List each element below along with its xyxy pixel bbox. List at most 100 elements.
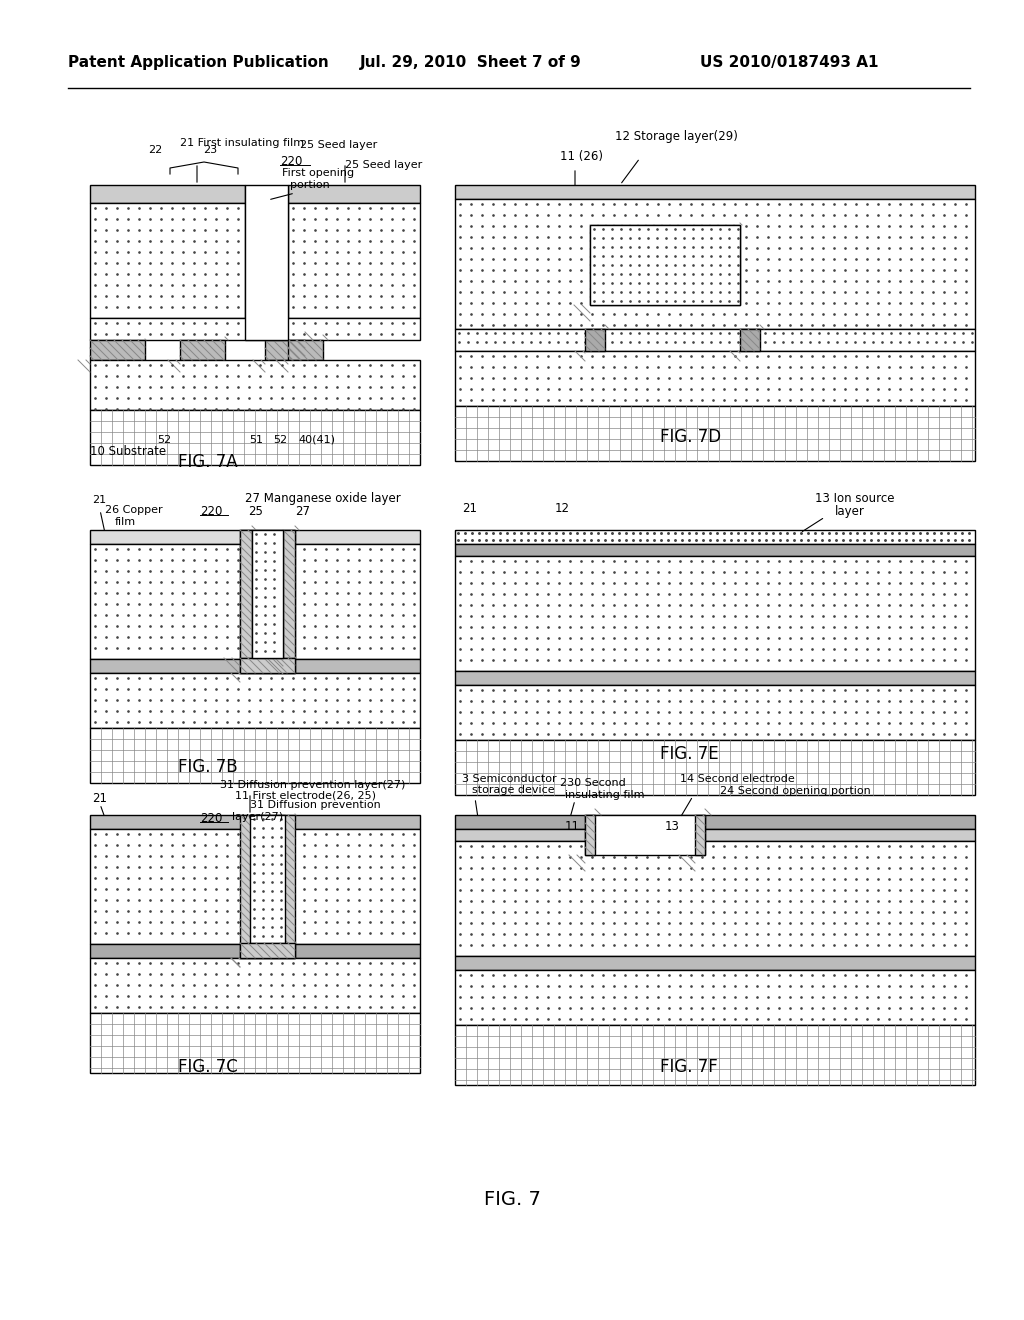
Text: First opening: First opening bbox=[282, 168, 354, 178]
Text: 40(41): 40(41) bbox=[298, 436, 335, 445]
Text: layer(27): layer(27) bbox=[232, 812, 283, 822]
Text: 51: 51 bbox=[249, 436, 263, 445]
Bar bbox=[90, 411, 420, 465]
Text: FIG. 7A: FIG. 7A bbox=[178, 453, 238, 471]
Bar bbox=[455, 199, 975, 329]
Bar bbox=[240, 814, 295, 958]
Text: insulating film: insulating film bbox=[565, 789, 644, 800]
Text: 220: 220 bbox=[280, 154, 302, 168]
Bar bbox=[90, 659, 420, 673]
Bar bbox=[455, 814, 975, 829]
Text: film: film bbox=[115, 517, 136, 527]
Bar bbox=[455, 741, 975, 795]
Bar bbox=[695, 814, 705, 855]
Bar bbox=[585, 329, 605, 351]
Text: 11: 11 bbox=[565, 820, 580, 833]
Bar bbox=[90, 673, 420, 729]
Bar bbox=[90, 531, 420, 544]
Bar bbox=[240, 531, 295, 673]
Bar bbox=[455, 1026, 975, 1085]
Bar bbox=[252, 531, 283, 657]
Bar bbox=[90, 341, 145, 360]
Text: 52: 52 bbox=[273, 436, 287, 445]
Bar bbox=[585, 814, 595, 855]
Bar bbox=[455, 556, 975, 671]
Text: Jul. 29, 2010  Sheet 7 of 9: Jul. 29, 2010 Sheet 7 of 9 bbox=[360, 55, 582, 70]
Bar bbox=[90, 829, 420, 944]
Text: FIG. 7: FIG. 7 bbox=[483, 1191, 541, 1209]
Bar bbox=[455, 531, 975, 544]
Text: 220: 220 bbox=[200, 812, 222, 825]
Text: 25: 25 bbox=[248, 506, 263, 517]
Text: 25 Seed layer: 25 Seed layer bbox=[345, 160, 422, 170]
Text: 230 Second: 230 Second bbox=[560, 777, 626, 788]
Text: 220: 220 bbox=[200, 506, 222, 517]
Text: 21 First insulating film: 21 First insulating film bbox=[180, 139, 304, 148]
Bar bbox=[240, 531, 252, 657]
Bar bbox=[180, 341, 225, 360]
Bar bbox=[90, 203, 245, 318]
Text: FIG. 7C: FIG. 7C bbox=[178, 1059, 238, 1076]
Bar bbox=[455, 685, 975, 741]
Text: 11 (26): 11 (26) bbox=[560, 150, 603, 162]
Text: 12: 12 bbox=[555, 502, 570, 515]
Bar bbox=[90, 360, 420, 411]
Bar bbox=[90, 729, 420, 783]
Bar bbox=[90, 318, 420, 341]
Text: 27: 27 bbox=[295, 506, 310, 517]
Text: 21: 21 bbox=[462, 502, 477, 515]
Text: FIG. 7F: FIG. 7F bbox=[660, 1059, 718, 1076]
Bar bbox=[90, 544, 420, 659]
Bar bbox=[265, 341, 305, 360]
Bar bbox=[288, 185, 420, 203]
Bar bbox=[90, 1012, 420, 1073]
Bar bbox=[90, 958, 420, 1012]
Bar bbox=[455, 970, 975, 1026]
Text: Patent Application Publication: Patent Application Publication bbox=[68, 55, 329, 70]
Text: 27 Manganese oxide layer: 27 Manganese oxide layer bbox=[245, 492, 400, 506]
Text: 31 Diffusion prevention: 31 Diffusion prevention bbox=[250, 800, 381, 810]
Text: 52: 52 bbox=[157, 436, 171, 445]
Text: FIG. 7E: FIG. 7E bbox=[660, 744, 719, 763]
Bar bbox=[90, 944, 420, 958]
Text: 13: 13 bbox=[665, 820, 680, 833]
Bar bbox=[455, 956, 975, 970]
Bar bbox=[288, 203, 420, 318]
Text: 21: 21 bbox=[92, 495, 106, 506]
Text: 11 First electrode(26, 25): 11 First electrode(26, 25) bbox=[234, 789, 376, 800]
Bar bbox=[455, 544, 975, 556]
Text: 12 Storage layer(29): 12 Storage layer(29) bbox=[615, 129, 738, 143]
Bar bbox=[590, 224, 740, 305]
Bar bbox=[240, 942, 295, 958]
Text: 23: 23 bbox=[203, 145, 217, 154]
Text: 31 Diffusion prevention layer(27): 31 Diffusion prevention layer(27) bbox=[220, 780, 406, 789]
Text: 14 Second electrode: 14 Second electrode bbox=[680, 774, 795, 784]
Text: 21: 21 bbox=[92, 792, 106, 805]
Bar bbox=[288, 341, 323, 360]
Text: FIG. 7D: FIG. 7D bbox=[660, 428, 721, 446]
Text: 10 Substrate: 10 Substrate bbox=[90, 445, 166, 458]
Bar bbox=[455, 671, 975, 685]
Bar bbox=[90, 814, 420, 829]
Bar bbox=[455, 185, 975, 199]
Text: 26 Copper: 26 Copper bbox=[105, 506, 163, 515]
Text: 13 Ion source: 13 Ion source bbox=[815, 492, 895, 506]
Bar bbox=[740, 329, 760, 351]
Bar bbox=[585, 814, 705, 855]
Bar bbox=[455, 841, 975, 956]
Text: 25 Seed layer: 25 Seed layer bbox=[300, 140, 377, 150]
Text: 24 Second opening portion: 24 Second opening portion bbox=[720, 785, 870, 796]
Bar bbox=[455, 351, 975, 407]
Bar bbox=[455, 829, 975, 841]
Bar bbox=[283, 531, 295, 657]
Bar bbox=[240, 657, 295, 673]
Text: FIG. 7B: FIG. 7B bbox=[178, 758, 238, 776]
Bar bbox=[90, 185, 245, 203]
Text: portion: portion bbox=[290, 180, 330, 190]
Text: storage device: storage device bbox=[472, 785, 555, 795]
Bar bbox=[245, 185, 288, 341]
Text: 3 Semiconductor: 3 Semiconductor bbox=[462, 774, 557, 784]
Text: 22: 22 bbox=[147, 145, 162, 154]
Text: US 2010/0187493 A1: US 2010/0187493 A1 bbox=[700, 55, 879, 70]
Bar bbox=[250, 814, 285, 942]
